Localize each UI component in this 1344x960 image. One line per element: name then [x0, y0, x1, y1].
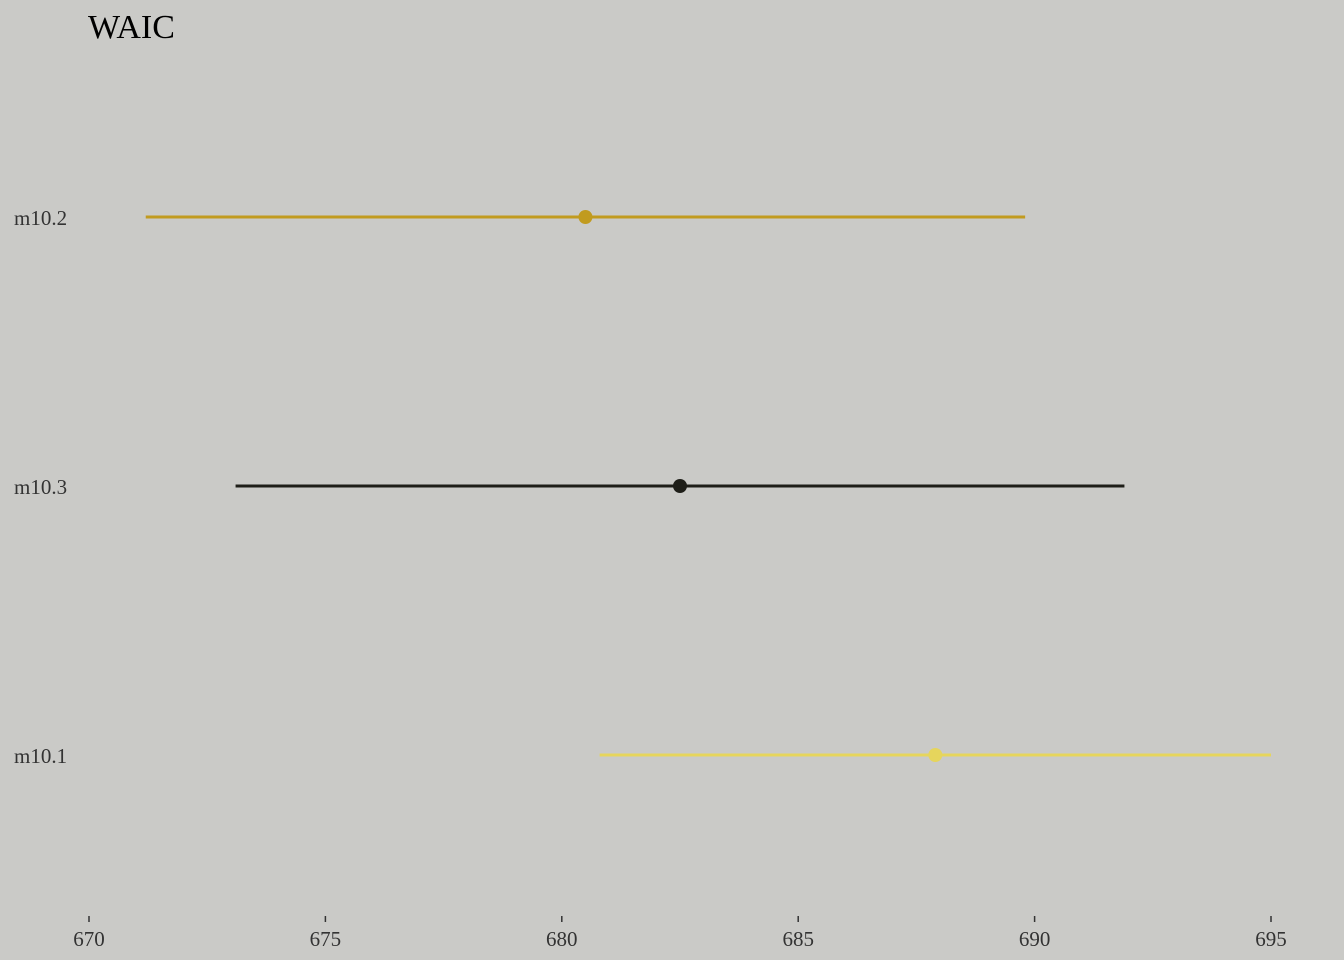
- chart-title: WAIC: [88, 9, 175, 46]
- category-label: m10.2: [14, 206, 67, 230]
- waic-point: [673, 479, 687, 493]
- x-axis: 670 675 680 685 690 695: [73, 916, 1287, 951]
- x-tick-label: 675: [310, 927, 342, 951]
- x-tick-label: 670: [73, 927, 105, 951]
- model-rows: m10.2 m10.3 m10.1: [14, 206, 1271, 768]
- x-tick-label: 685: [782, 927, 814, 951]
- waic-point: [928, 748, 943, 762]
- category-label: m10.3: [14, 475, 67, 499]
- x-tick-label: 680: [546, 927, 578, 951]
- x-tick-label: 695: [1255, 927, 1287, 951]
- x-tick-label: 690: [1019, 927, 1051, 951]
- waic-point: [578, 210, 593, 224]
- category-label: m10.1: [14, 744, 67, 768]
- model-row: m10.1: [14, 744, 1271, 768]
- model-row: m10.2: [14, 206, 1026, 230]
- model-row: m10.3: [14, 475, 1125, 499]
